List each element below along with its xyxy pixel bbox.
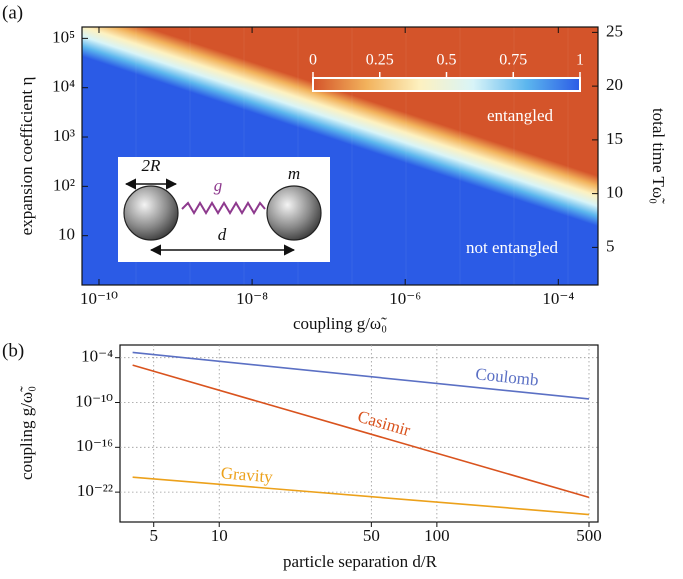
x-tick-label: 10⁻⁸ (236, 289, 268, 308)
y2-tick-label: 10 (606, 183, 623, 202)
x-tick-label: 50 (363, 526, 380, 545)
y-tick-label: 10 (58, 225, 75, 244)
inset-label: g (214, 176, 223, 195)
series-label: Gravity (220, 463, 274, 486)
x-tick-label: 500 (576, 526, 602, 545)
coupling-spring (181, 201, 266, 215)
colorbar (312, 77, 581, 92)
x-tick-label: 10⁻¹⁰ (80, 289, 118, 308)
y-tick-label: 10² (53, 175, 75, 194)
axes-layer: 10⁻¹⁰ 10⁻⁸ 10⁻⁶ 10⁻⁴1010²10³10⁴10⁵coupling … (2, 2, 668, 571)
inset-label: 2R (142, 156, 162, 175)
x-axis-label: particle separation d/R (283, 552, 438, 571)
y-tick-label: 10⁻²² (77, 481, 113, 500)
colorbar-tick-label: 0.25 (366, 52, 394, 69)
series-line (132, 476, 590, 516)
series-line (132, 351, 590, 400)
inset-label: m (288, 164, 300, 183)
x-tick-label: 10⁻⁴ (542, 289, 574, 308)
y-tick-label: 10⁻¹⁰ (75, 391, 113, 410)
plot-frame (81, 26, 599, 286)
series-line (132, 364, 590, 499)
colorbar-tick-label: 0.5 (437, 52, 457, 69)
particle (266, 185, 322, 241)
inset-diagram: 2R g m d (118, 156, 330, 262)
y-tick-label: 10⁻¹⁶ (76, 436, 113, 455)
annotation: not entangled (466, 238, 559, 257)
y-tick-label: 10³ (53, 126, 75, 145)
y2-tick-label: 25 (606, 21, 623, 40)
annotation: entangled (487, 106, 554, 125)
x-tick-label: 5 (149, 526, 158, 545)
series-label: Coulomb (475, 364, 540, 389)
y-tick-label: 10⁵ (52, 27, 75, 46)
plot-frame (119, 344, 599, 523)
x-tick-label: 10 (211, 526, 228, 545)
y-axis-label: coupling g/ω̃₀ (17, 386, 36, 480)
inset-label: d (218, 225, 227, 244)
y2-axis-label: total time Tω̃₀ (649, 108, 668, 204)
panel-label: (a) (2, 2, 23, 23)
y-tick-label: 10⁴ (52, 77, 75, 96)
particle (123, 185, 179, 241)
colorbar-tick-label: 1 (576, 52, 584, 69)
x-tick-label: 100 (424, 526, 450, 545)
colorbar-tick-label: 0.75 (499, 52, 527, 69)
y2-tick-label: 5 (606, 236, 615, 255)
series-label: Casimir (356, 407, 413, 440)
y-tick-label: 10⁻⁴ (81, 347, 113, 366)
x-tick-label: 10⁻⁶ (389, 289, 421, 308)
panel-label: (b) (2, 340, 24, 361)
y-axis-label: expansion coefficient η (17, 77, 36, 236)
y2-tick-label: 20 (606, 75, 623, 94)
colorbar-tick-label: 0 (309, 52, 317, 69)
y2-tick-label: 15 (606, 129, 623, 148)
x-axis-label: coupling g/ω̃₀ (293, 314, 387, 333)
